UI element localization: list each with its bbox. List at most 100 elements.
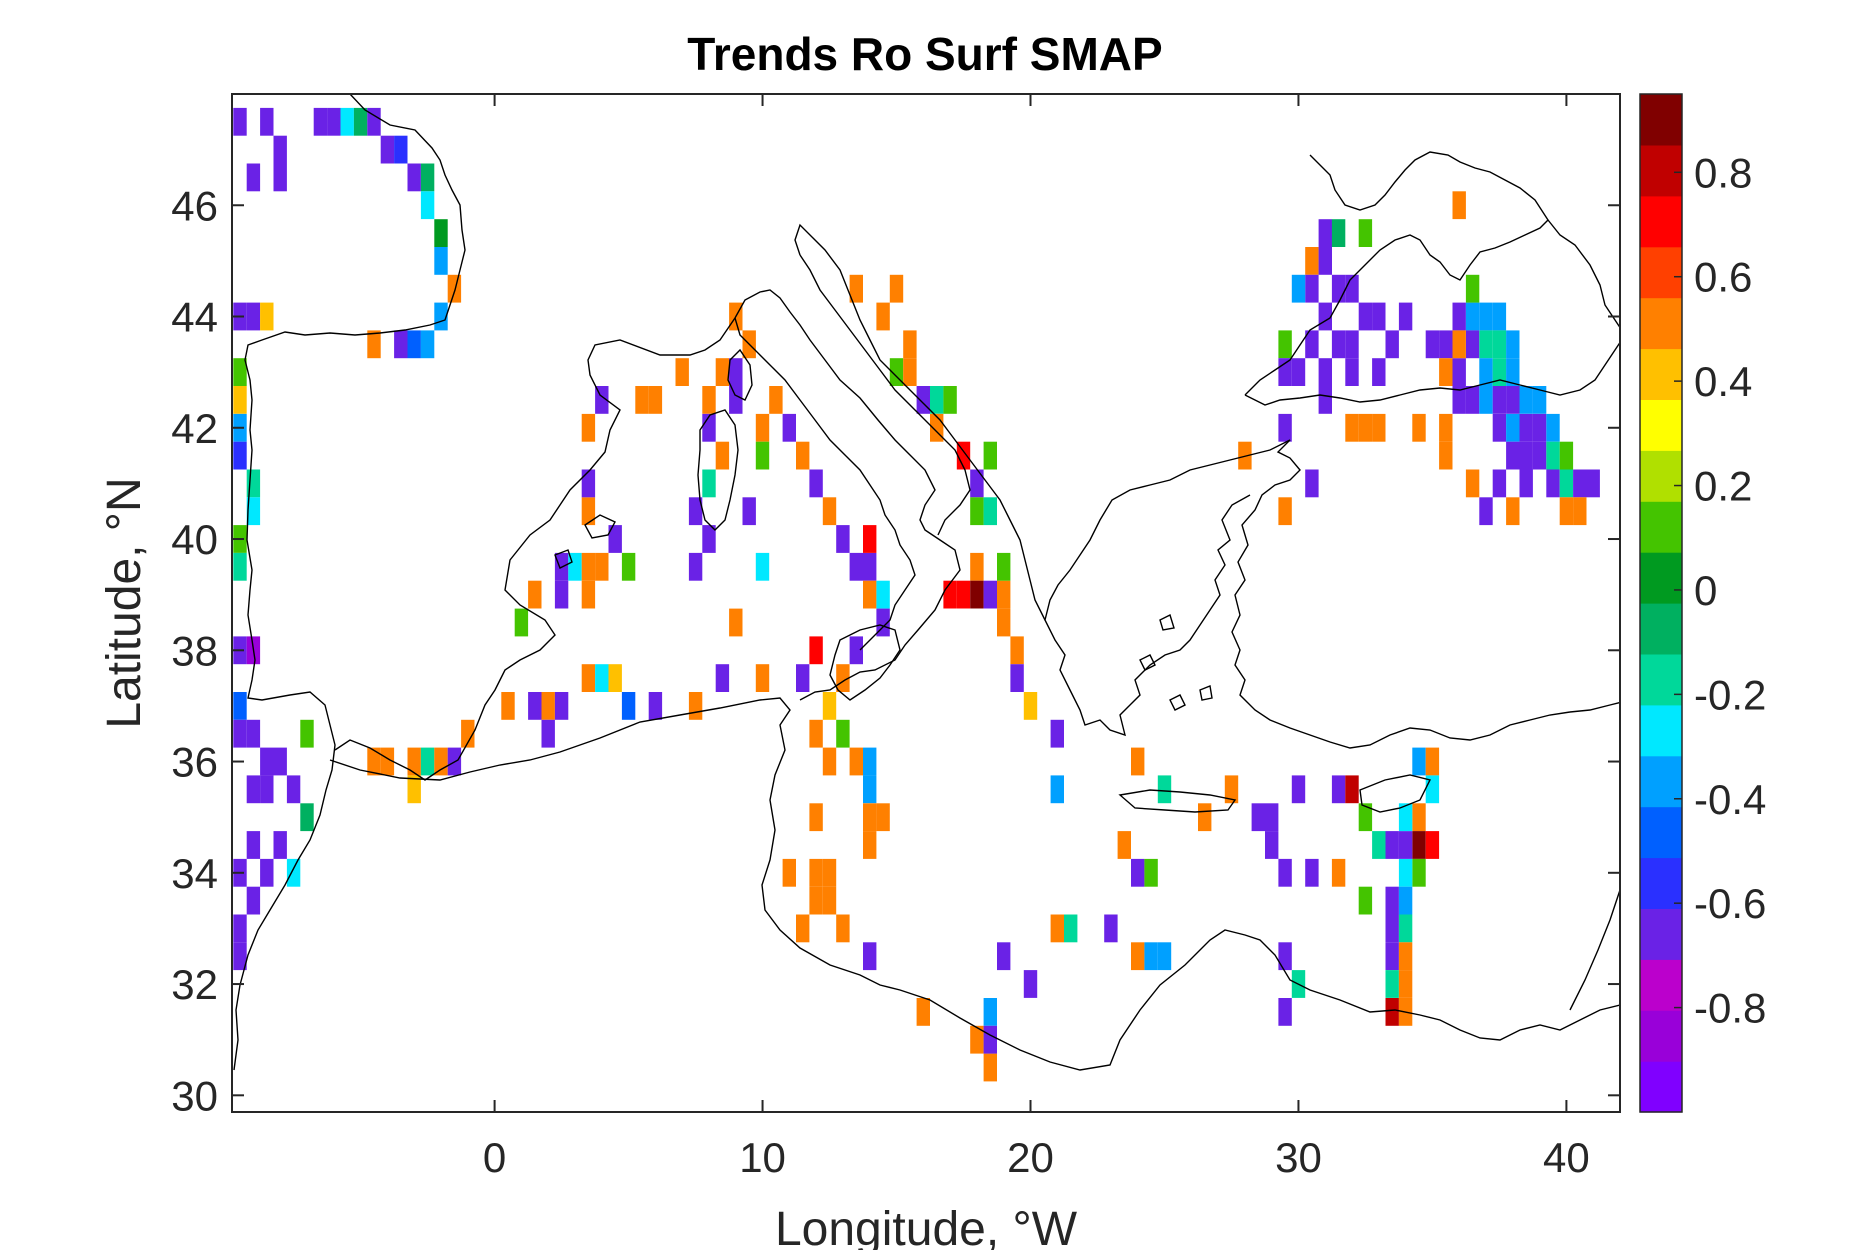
heatmap-cell — [822, 497, 837, 526]
colorbar-tick-label: 0 — [1694, 567, 1717, 614]
heatmap-cell — [1050, 914, 1064, 943]
heatmap-cell — [407, 163, 421, 192]
heatmap-cell — [260, 858, 274, 887]
heatmap-cell — [1412, 803, 1426, 832]
heatmap-cell — [1586, 469, 1600, 498]
heatmap-cell — [1305, 247, 1319, 275]
heatmap-cell — [769, 386, 783, 414]
heatmap-cell — [1278, 330, 1292, 359]
heatmap-cell — [782, 858, 796, 887]
heatmap-cell — [863, 831, 877, 859]
heatmap-cell — [702, 413, 716, 442]
heatmap-cell — [675, 358, 689, 386]
heatmap-cell — [1131, 858, 1145, 887]
heatmap-cell — [273, 747, 287, 776]
heatmap-cell — [903, 330, 917, 359]
heatmap-cell — [1506, 358, 1520, 386]
heatmap-cell — [260, 107, 274, 136]
heatmap-cell — [1010, 636, 1024, 665]
heatmap-cell — [1318, 219, 1332, 247]
heatmap-cell — [849, 274, 863, 303]
heatmap-cell — [970, 1025, 984, 1054]
heatmap-cell — [1157, 942, 1172, 971]
x-tick-label: 0 — [483, 1134, 506, 1181]
heatmap-cell — [1452, 358, 1466, 386]
colorbar-tick-label: 0.8 — [1694, 149, 1752, 196]
colorbar: -0.8 -0.6 -0.4 -0.2 0 0.2 0.4 0.6 0.8 — [1639, 93, 1766, 1113]
heatmap-cell — [286, 775, 301, 804]
heatmap-cell — [1519, 413, 1533, 442]
heatmap-cell — [340, 107, 354, 136]
heatmap-cell — [1546, 413, 1560, 442]
heatmap-cell — [1546, 441, 1560, 470]
heatmap-cell — [1465, 274, 1480, 303]
heatmap-cell — [970, 552, 984, 581]
heatmap-cell — [1452, 302, 1466, 331]
x-tick-label: 10 — [739, 1134, 786, 1181]
heatmap-cell — [648, 692, 663, 720]
heatmap-cell — [916, 386, 930, 414]
colorbar-band — [1640, 603, 1682, 655]
heatmap-cell — [541, 692, 555, 720]
heatmap-cell — [782, 413, 796, 442]
heatmap-cell — [1425, 747, 1440, 776]
heatmap-cell — [1492, 302, 1507, 331]
heatmap-cell — [233, 942, 247, 971]
heatmap-cell — [1117, 831, 1131, 859]
heatmap-cell — [1385, 998, 1399, 1026]
heatmap-cell — [688, 552, 703, 581]
colorbar-band — [1640, 297, 1682, 350]
heatmap-cell — [1278, 497, 1292, 526]
heatmap-cell — [876, 580, 890, 609]
heatmap-cell — [621, 692, 636, 720]
heatmap-cell — [836, 664, 850, 692]
heatmap-cell — [943, 580, 957, 609]
heatmap-cell — [715, 358, 730, 386]
heatmap-cell — [688, 497, 703, 526]
heatmap-cell — [233, 719, 247, 748]
heatmap-cell — [1492, 469, 1507, 498]
heatmap-cell — [1345, 775, 1359, 804]
heatmap-cell — [1425, 831, 1440, 859]
heatmap-cell — [434, 747, 448, 776]
colorbar-band — [1640, 246, 1682, 299]
heatmap-cell — [1398, 302, 1413, 331]
heatmap-cell — [688, 692, 703, 720]
heatmap-cell — [420, 747, 435, 776]
colorbar-frame — [1639, 93, 1683, 1113]
heatmap-cell — [1479, 386, 1493, 414]
heatmap-cell — [1331, 858, 1346, 887]
heatmap-cell — [729, 608, 743, 637]
heatmap-cell — [1050, 775, 1064, 804]
colorbar-band — [1640, 195, 1682, 248]
heatmap-cell — [702, 386, 716, 414]
heatmap-cell — [434, 219, 448, 247]
y-tick-label: 34 — [171, 850, 218, 897]
heatmap-cell — [1439, 330, 1453, 359]
heatmap-cell — [809, 886, 823, 915]
heatmap-cell — [876, 803, 890, 832]
heatmap-cell — [1358, 413, 1373, 442]
colorbar-band — [1640, 959, 1682, 1011]
heatmap-cell — [554, 580, 569, 609]
heatmap-cell — [1506, 413, 1520, 442]
heatmap-cell — [233, 107, 247, 136]
heatmap-cell — [1519, 469, 1533, 498]
heatmap-cell — [1559, 497, 1574, 526]
heatmap-cell — [1385, 914, 1399, 943]
heatmap-cell — [394, 330, 408, 359]
heatmap-cell — [394, 135, 408, 164]
heatmap-cell — [1358, 302, 1373, 331]
heatmap-cell — [822, 858, 837, 887]
heatmap-cell — [1546, 469, 1560, 498]
heatmap-cell — [501, 692, 515, 720]
heatmap-cell — [327, 107, 341, 136]
heatmap-cell — [300, 803, 314, 832]
colorbar-tick-label: -0.8 — [1694, 985, 1766, 1032]
heatmap-cell — [1559, 469, 1574, 498]
heatmap-cell — [1372, 302, 1386, 331]
heatmap-cell — [903, 358, 917, 386]
heatmap-cell — [1492, 386, 1507, 414]
heatmap-cell — [1331, 330, 1346, 359]
heatmap-cell — [1398, 831, 1413, 859]
